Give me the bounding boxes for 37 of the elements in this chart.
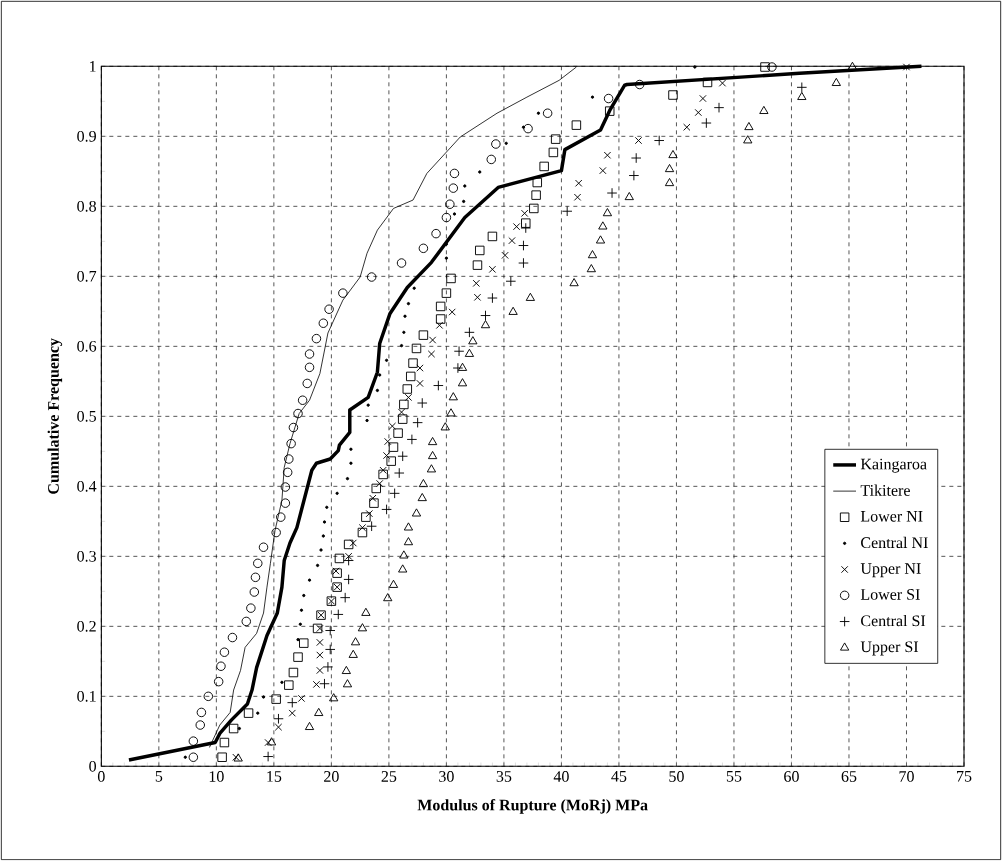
y-tick-label: 0.3 (77, 550, 97, 562)
x-axis-title: Modulus of Rupture (MoRj) MPa (417, 798, 648, 814)
x-tick-label: 10 (209, 771, 224, 782)
y-tick-label: 0.8 (77, 200, 97, 212)
x-tick-label: 35 (496, 771, 512, 782)
legend-label: Upper SI (860, 641, 919, 656)
y-tick-label: 1 (90, 61, 96, 72)
x-tick-label: 0 (97, 771, 105, 782)
legend-label: Lower SI (860, 589, 920, 600)
legend-label: Central NI (861, 536, 928, 549)
x-tick-label: 20 (324, 771, 339, 782)
x-tick-label: 25 (381, 771, 397, 782)
y-tick-label: 0.2 (77, 620, 96, 632)
y-tick-label: 0.6 (77, 340, 97, 352)
y-tick-label: 0.9 (77, 130, 96, 142)
legend-label: Central SI (861, 614, 926, 627)
legend-label: Kaingaroa (860, 458, 927, 473)
x-tick-label: 5 (155, 771, 163, 782)
x-tick-label: 30 (439, 771, 454, 782)
x-tick-label: 75 (957, 771, 972, 782)
x-tick-label: 55 (726, 771, 742, 782)
y-tick-label: 0.1 (77, 690, 96, 702)
x-tick-label: 65 (841, 771, 857, 782)
x-tick-label: 40 (553, 771, 569, 782)
y-axis-title: Cumulative Frequency (47, 338, 63, 494)
legend-label: Lower NI (860, 511, 923, 522)
legend-label: Tikitere (860, 484, 910, 496)
x-tick-label: 50 (669, 771, 684, 782)
x-tick-label: 45 (611, 771, 627, 782)
x-tick-label: 60 (784, 771, 799, 782)
x-tick-label: 70 (899, 771, 914, 782)
y-tick-label: 0.7 (77, 270, 97, 282)
legend-label: Upper NI (860, 563, 921, 578)
x-tick-label: 15 (267, 771, 282, 782)
y-tick-label: 0.4 (77, 480, 97, 492)
y-tick-label: 0.5 (77, 410, 97, 422)
y-tick-label: 0 (89, 760, 97, 772)
